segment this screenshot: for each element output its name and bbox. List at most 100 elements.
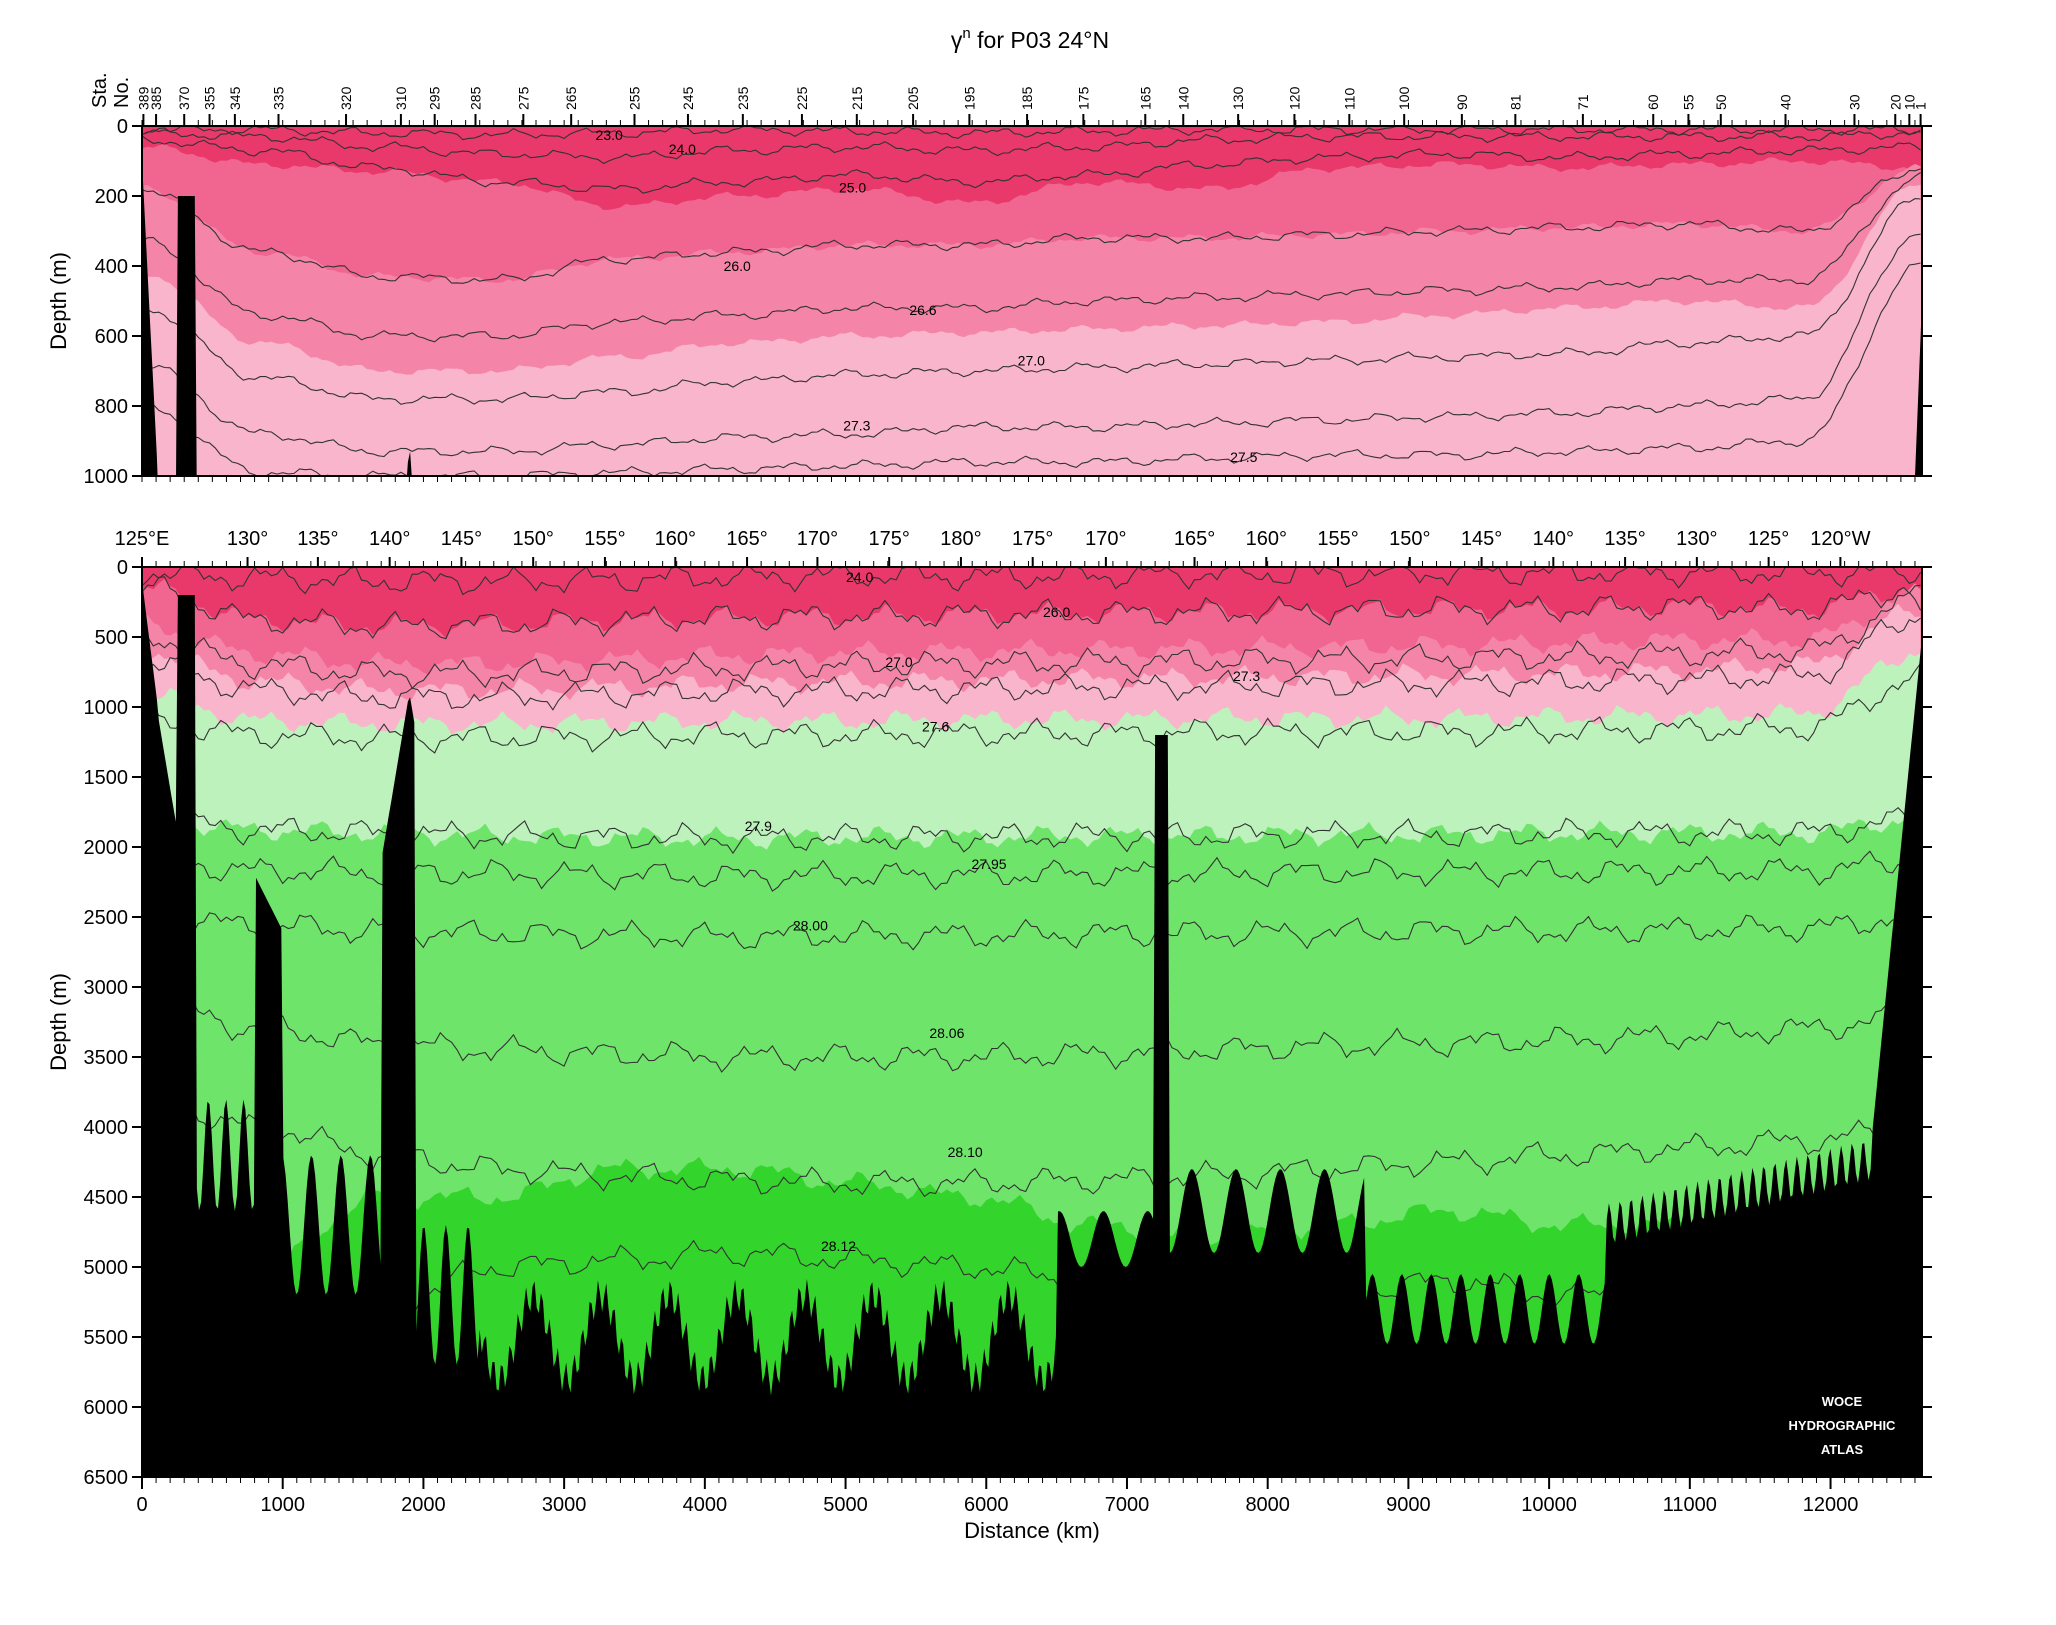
y-tick-label: 400 (95, 256, 128, 278)
upper-contour-labels: 23.0 24.0 25.0 26.0 26.6 27.0 27.3 27.5 (596, 127, 1258, 465)
y-tick-label: 6500 (84, 1467, 129, 1489)
chart-title: γn for P03 24°N (951, 25, 1109, 53)
contour-label-28.06: 28.06 (929, 1025, 964, 1041)
x-tick-label: 2000 (401, 1494, 446, 1516)
station-label: 185 (1019, 86, 1035, 110)
contour-28.00 (142, 901, 1921, 951)
station-label: 335 (270, 86, 286, 110)
contour-23.0 (142, 126, 1921, 141)
station-label: 389 (135, 86, 151, 110)
longitude-label: 145° (1461, 528, 1502, 550)
station-label: 55 (1680, 94, 1696, 110)
contour-label-27.0: 27.0 (885, 654, 912, 670)
contour-label-24.0: 24.0 (846, 569, 873, 585)
longitude-label: 165° (726, 528, 767, 550)
contour-label-23.0: 23.0 (596, 127, 623, 143)
y-tick-label: 0 (117, 557, 128, 579)
contour-25.0 (142, 135, 1921, 194)
y-tick-label: 1000 (84, 697, 129, 719)
y-tick-label: 1000 (84, 466, 129, 488)
watermark-line-3: ATLAS (1821, 1442, 1864, 1457)
station-label: 385 (148, 86, 164, 110)
station-axis-title-line1: Sta. (89, 72, 111, 108)
longitude-label: 160° (655, 528, 696, 550)
upper-plot-frame (141, 125, 1923, 477)
contour-27.3 (142, 617, 1921, 711)
x-tick-label: 9000 (1386, 1494, 1431, 1516)
contour-label-28.12: 28.12 (821, 1238, 856, 1254)
contour-label-27.6: 27.6 (922, 719, 949, 735)
y-tick-label: 5500 (84, 1327, 129, 1349)
station-label: 225 (794, 86, 810, 110)
longitude-label: 135° (297, 528, 338, 550)
longitude-label: 170° (797, 528, 838, 550)
title-symbol: γ (951, 27, 963, 53)
lower-contour-labels: 24.0 26.0 27.0 27.3 27.6 27.9 27.95 28.00 28.06 2… (745, 569, 1261, 1254)
station-label: 175 (1075, 86, 1091, 110)
station-label: 355 (202, 86, 218, 110)
contour-label-27.5: 27.5 (1230, 449, 1257, 465)
longitude-label: 155° (584, 528, 625, 550)
longitude-label: 125° (1748, 528, 1789, 550)
station-label: 40 (1778, 94, 1794, 110)
station-label: 165 (1137, 86, 1153, 110)
contour-24.0 (142, 567, 1922, 596)
watermark-line-2: HYDROGRAPHIC (1789, 1418, 1897, 1433)
longitude-label: 120°W (1810, 528, 1870, 550)
station-label: 215 (849, 86, 865, 110)
station-label: 140 (1175, 86, 1191, 110)
y-tick-label: 2500 (84, 907, 129, 929)
longitude-label: 150° (1389, 528, 1430, 550)
y-tick-label: 5000 (84, 1257, 129, 1279)
y-tick-label: 500 (95, 627, 128, 649)
y-tick-label: 4000 (84, 1117, 129, 1139)
station-label: 50 (1713, 94, 1729, 110)
station-label: 275 (515, 86, 531, 110)
station-label: 130 (1230, 86, 1246, 110)
contour-label-24.0: 24.0 (669, 141, 696, 157)
y-tick-label: 0 (117, 116, 128, 138)
y-tick-label: 200 (95, 186, 128, 208)
density-band-27.2 (142, 214, 1922, 476)
longitude-label: 170° (1085, 528, 1126, 550)
station-label: 235 (735, 86, 751, 110)
contour-26.6 (142, 172, 1921, 343)
station-label: 20 (1887, 94, 1903, 110)
contour-28.10 (142, 1086, 1921, 1198)
x-tick-label: 12000 (1803, 1494, 1859, 1516)
contour-27.3 (142, 233, 1921, 458)
x-tick-label: 5000 (823, 1494, 868, 1516)
station-axis-title-line2: No. (111, 77, 133, 108)
longitude-label: 130° (227, 528, 268, 550)
contour-label-28.10: 28.10 (948, 1144, 983, 1160)
y-tick-label: 3500 (84, 1047, 129, 1069)
station-label: 100 (1396, 86, 1412, 110)
contour-28.06 (142, 996, 1921, 1073)
lower-y-axis-title: Depth (m) (46, 973, 71, 1071)
x-tick-label: 3000 (542, 1494, 587, 1516)
station-label: 81 (1507, 94, 1523, 110)
y-tick-label: 600 (95, 326, 128, 348)
contour-label-27.3: 27.3 (843, 417, 870, 433)
longitude-label: 140° (1533, 528, 1574, 550)
contour-label-27.9: 27.9 (745, 818, 772, 834)
contour-27.0 (142, 591, 1922, 690)
contour-label-28.00: 28.00 (793, 917, 828, 933)
station-label: 195 (961, 86, 977, 110)
station-label: 370 (176, 86, 192, 110)
longitude-label: 180° (940, 528, 981, 550)
contour-27.9 (142, 806, 1921, 855)
contour-label-27.95: 27.95 (972, 856, 1007, 872)
woce-watermark: WOCE HYDROGRAPHIC ATLAS (1789, 1394, 1897, 1457)
title-superscript: n (962, 25, 970, 42)
x-tick-label: 10000 (1521, 1494, 1577, 1516)
bathymetry-profile (142, 581, 1922, 1477)
contour-26.0 (142, 168, 1921, 284)
station-label: 310 (393, 86, 409, 110)
x-tick-label: 8000 (1245, 1494, 1290, 1516)
longitude-label: 130° (1676, 528, 1717, 550)
station-label: 1 (1913, 102, 1929, 110)
longitude-label: 150° (512, 528, 553, 550)
station-label: 30 (1846, 94, 1862, 110)
longitude-label: 165° (1174, 528, 1215, 550)
